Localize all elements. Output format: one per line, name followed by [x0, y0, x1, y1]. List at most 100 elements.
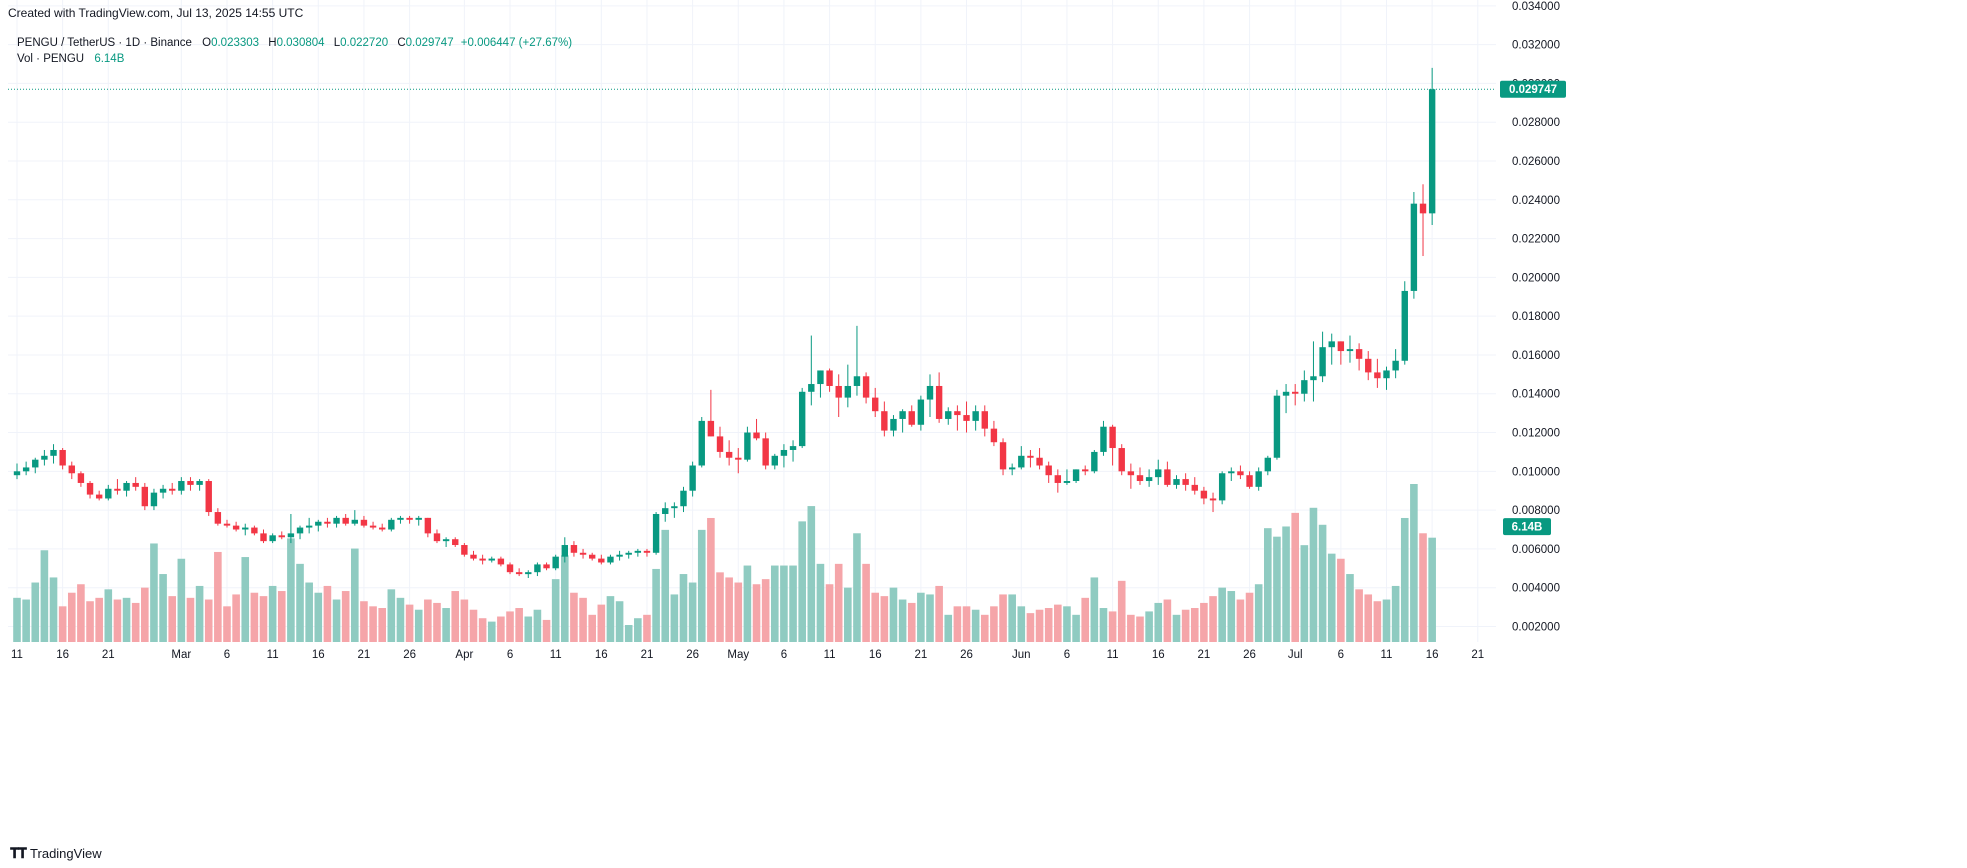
volume-legend[interactable]: Vol · PENGU 6.14B — [17, 53, 125, 65]
candle-body — [945, 411, 952, 419]
candle-body — [1182, 479, 1189, 485]
low-label: L — [334, 37, 341, 49]
volume-bar — [734, 582, 743, 642]
y-tick-label: 0.020000 — [1512, 272, 1560, 284]
volume-bar — [1318, 524, 1327, 642]
candle — [634, 548, 642, 557]
time-axis[interactable]: 11 16 21 Mar 6 11 16 21 26 Apr 6 11 16 21 26 May 6 11 16 21… — [11, 649, 1484, 661]
x-tick-label: 26 — [403, 649, 416, 661]
volume-bar — [1099, 608, 1108, 642]
volume-bar — [907, 602, 916, 642]
volume-bar — [816, 563, 825, 642]
volume-bar — [232, 594, 240, 642]
candle-body — [881, 411, 888, 431]
candle-body — [671, 506, 678, 509]
price-axis[interactable]: 0.002000 0.004000 0.006000 0.008000 0.010000… — [1512, 1, 1560, 634]
candle-body — [534, 564, 541, 573]
volume-bar — [844, 587, 852, 642]
candle — [269, 533, 276, 544]
candle — [1072, 469, 1080, 483]
candle — [1273, 389, 1281, 460]
candle-body — [1054, 475, 1062, 483]
last-volume-tag: 6.14B — [1512, 522, 1543, 534]
candle-body — [963, 415, 970, 421]
candle — [369, 521, 377, 530]
x-tick-label: 11 — [11, 649, 23, 661]
candle — [333, 515, 340, 528]
volume-bar — [707, 517, 715, 642]
candle-body — [205, 481, 212, 513]
candle — [844, 364, 852, 408]
y-tick-label: 0.018000 — [1512, 311, 1560, 323]
candle — [607, 554, 614, 565]
volume-bar — [487, 621, 496, 642]
volume-bar — [807, 506, 816, 642]
tradingview-logo[interactable]: 𝐓𝐓 TradingView — [10, 845, 102, 862]
candle-body — [1027, 455, 1034, 458]
volume-bar — [1063, 606, 1071, 642]
candle-body — [935, 385, 943, 419]
x-tick-label: 16 — [312, 649, 325, 661]
volume-bar — [1391, 585, 1400, 642]
candle — [872, 387, 879, 418]
volume-bar — [451, 591, 460, 642]
candle — [963, 401, 970, 433]
candle-body — [452, 539, 459, 546]
candle-body — [1365, 358, 1372, 373]
candle — [424, 517, 432, 538]
x-tick-label: 21 — [102, 649, 115, 661]
candle-body — [1374, 372, 1381, 379]
candle — [725, 440, 733, 466]
x-tick-label: 21 — [1198, 649, 1211, 661]
candle — [798, 387, 806, 449]
candle — [442, 537, 450, 547]
candle — [753, 418, 760, 441]
volume-bar — [150, 543, 158, 642]
candle — [315, 519, 322, 532]
candle-body — [296, 527, 304, 534]
volume-bar — [1309, 507, 1318, 642]
x-tick-label: 6 — [781, 649, 787, 661]
candle — [278, 531, 285, 540]
volume-bar — [1035, 609, 1044, 642]
candle — [1091, 449, 1098, 474]
volume-bar — [469, 609, 478, 642]
candle-body — [926, 385, 934, 400]
candle — [68, 461, 75, 480]
volume-bar — [1209, 596, 1217, 642]
candle-body — [22, 467, 30, 472]
candle — [1428, 67, 1436, 225]
candle-body — [1328, 341, 1335, 348]
candle-body — [899, 411, 906, 419]
volume-bar — [1026, 613, 1035, 642]
volume-bar — [86, 601, 94, 642]
volume-bar — [369, 606, 377, 642]
candle-body — [1228, 471, 1235, 474]
x-tick-label: 11 — [550, 649, 562, 661]
candle — [552, 554, 559, 571]
x-tick-label: 16 — [869, 649, 882, 661]
candle — [1018, 446, 1025, 470]
volume-bar — [1044, 608, 1053, 642]
volume-bar — [396, 597, 405, 642]
candle — [114, 479, 121, 495]
volume-bar — [314, 592, 323, 642]
x-tick-label: 16 — [1426, 649, 1439, 661]
volume-axis-label: 6.14B — [1503, 518, 1551, 536]
candle-body — [607, 556, 614, 563]
x-tick-label: 16 — [56, 649, 69, 661]
candle — [817, 370, 824, 398]
ohlc-legend[interactable]: PENGU / TetherUS · 1D · Binance O0.02330… — [17, 37, 572, 49]
candle — [187, 477, 194, 491]
volume-bar — [214, 551, 222, 642]
volume-bar — [944, 614, 953, 642]
candle — [296, 525, 304, 540]
volume-bar — [917, 592, 925, 642]
volume-bar — [661, 529, 670, 642]
volume-bar — [1337, 558, 1345, 642]
volume-bar — [497, 616, 505, 642]
candle-body — [917, 399, 925, 425]
open-value: 0.023303 — [211, 37, 259, 49]
candle-body — [753, 432, 760, 439]
